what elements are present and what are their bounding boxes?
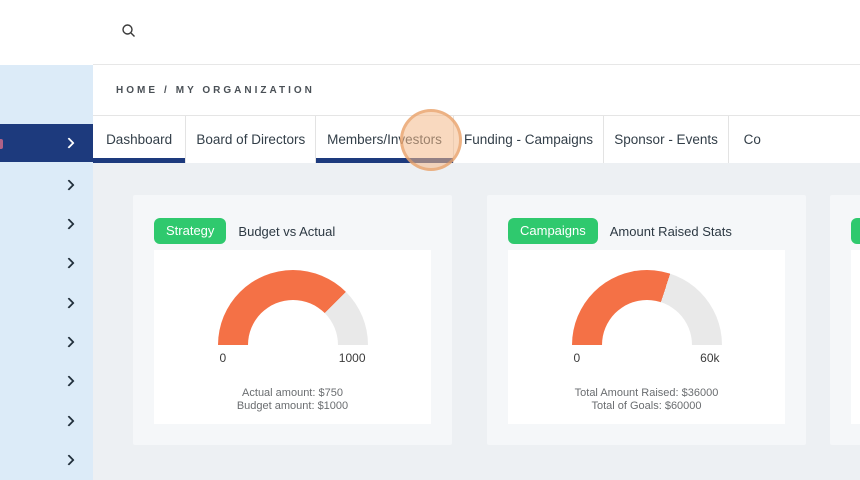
sidebar — [0, 65, 93, 480]
tab-label: Board of Directors — [196, 132, 306, 147]
chevron-right-icon — [63, 297, 75, 309]
card-amount-raised: Campaigns Amount Raised Stats 0 60k Tota… — [487, 195, 806, 445]
card-header: M — [851, 218, 860, 244]
breadcrumb-current: MY ORGANIZATION — [175, 84, 315, 96]
card-title: Amount Raised Stats — [609, 223, 732, 239]
card-truncated: M — [830, 195, 860, 445]
breadcrumb-separator: / — [164, 84, 170, 96]
tab-funding-campaigns[interactable]: Funding - Campaigns — [453, 116, 605, 163]
tab-label: Co — [743, 132, 761, 147]
search-icon[interactable] — [120, 23, 138, 41]
tab-members-investors[interactable]: Members/Investors — [316, 116, 454, 163]
card-title: Budget vs Actual — [238, 223, 336, 239]
card-budget-vs-actual: Strategy Budget vs Actual 0 1000 Actual … — [133, 195, 452, 445]
clipped-icon-fragment — [0, 139, 3, 149]
gauge-axis-labels: 0 60k — [572, 352, 722, 365]
gauge-stats: Actual amount: $750 Budget amount: $1000 — [237, 387, 348, 413]
dashboard-cards: Strategy Budget vs Actual 0 1000 Actual … — [93, 163, 860, 480]
card-panel — [851, 250, 860, 424]
sidebar-item[interactable] — [0, 291, 93, 315]
chevron-right-icon — [63, 137, 75, 149]
sidebar-item[interactable] — [0, 173, 93, 197]
amount-raised-gauge-chart — [571, 270, 722, 345]
badge-campaigns[interactable]: Campaigns — [508, 218, 598, 244]
stat-line: Actual amount: $750 — [242, 387, 343, 399]
sidebar-item[interactable] — [0, 409, 93, 433]
tab-sponsor-events[interactable]: Sponsor - Events — [604, 116, 729, 163]
breadcrumb: HOME / MY ORGANIZATION — [116, 85, 315, 96]
sidebar-item[interactable] — [0, 212, 93, 236]
main-content: HOME / MY ORGANIZATION Dashboard Board of … — [93, 65, 860, 480]
stat-line: Budget amount: $1000 — [236, 400, 349, 412]
sidebar-item-active[interactable] — [0, 124, 93, 162]
tab-label: Members/Investors — [327, 132, 442, 147]
chevron-right-icon — [63, 415, 75, 427]
tab-label: Funding - Campaigns — [463, 132, 594, 147]
sidebar-item[interactable] — [0, 330, 93, 354]
search-icon-glyph — [122, 24, 135, 37]
chevron-right-icon — [63, 257, 75, 269]
app-header — [0, 0, 860, 65]
tab-board-of-directors[interactable]: Board of Directors — [186, 116, 317, 163]
tab-label: Sponsor - Events — [614, 132, 718, 147]
chevron-right-icon — [63, 179, 75, 191]
gauge-min-label: 0 — [573, 351, 581, 365]
stat-line: Total Amount Raised: $36000 — [574, 387, 719, 399]
chevron-right-icon — [63, 336, 75, 348]
card-panel: 0 1000 Actual amount: $750 Budget amount… — [154, 250, 431, 424]
gauge-max-label: 60k — [700, 351, 720, 365]
tab-bar: Dashboard Board of Directors Members/Inv… — [93, 109, 860, 171]
chevron-right-icon — [63, 454, 75, 466]
hover-tab-underline — [316, 158, 453, 163]
gauge-axis-labels: 0 1000 — [218, 352, 368, 365]
gauge-stats: Total Amount Raised: $36000 Total of Goa… — [575, 387, 719, 413]
chevron-right-icon — [63, 375, 75, 387]
card-header: Strategy Budget vs Actual — [154, 218, 431, 244]
card-header: Campaigns Amount Raised Stats — [508, 218, 785, 244]
gauge-max-label: 1000 — [338, 351, 366, 365]
gauge-min-label: 0 — [219, 351, 227, 365]
badge-truncated[interactable]: M — [851, 218, 860, 244]
tab-label: Dashboard — [106, 132, 173, 147]
active-tab-underline — [93, 158, 186, 163]
tab-dashboard[interactable]: Dashboard — [93, 116, 187, 163]
sidebar-item[interactable] — [0, 369, 93, 393]
sidebar-item[interactable] — [0, 251, 93, 275]
breadcrumb-bar: HOME / MY ORGANIZATION — [93, 65, 860, 115]
badge-strategy[interactable]: Strategy — [154, 218, 227, 244]
breadcrumb-home-link[interactable]: HOME — [116, 84, 158, 96]
card-panel: 0 60k Total Amount Raised: $36000 Total … — [508, 250, 785, 424]
budget-gauge-chart — [217, 270, 368, 345]
sidebar-item[interactable] — [0, 448, 93, 472]
chevron-right-icon — [63, 218, 75, 230]
stat-line: Total of Goals: $60000 — [591, 400, 702, 412]
tab-truncated[interactable]: Co — [728, 116, 860, 163]
